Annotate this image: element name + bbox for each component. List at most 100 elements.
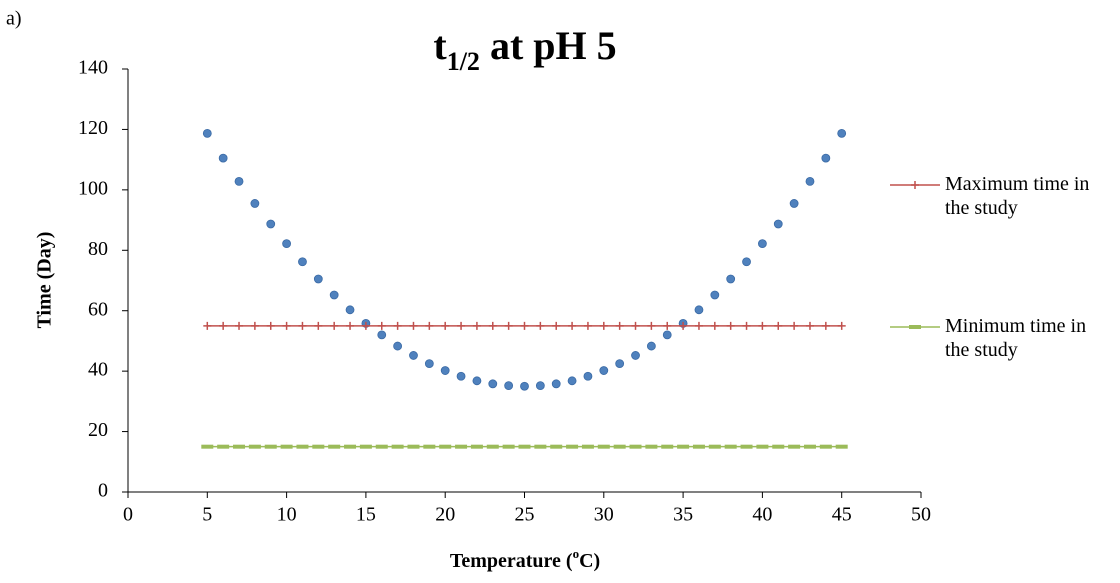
y-tick-label: 20 [88,419,108,441]
data-point [599,366,609,375]
data-point [488,321,497,330]
data-point [837,128,847,138]
x-tick-label: 45 [832,504,852,526]
data-point [805,321,814,330]
data-point [457,321,466,330]
data-point [773,219,783,229]
data-point [266,321,275,330]
data-point [774,321,783,330]
y-tick-label: 120 [78,117,108,139]
data-point [536,321,545,330]
data-point [790,321,799,330]
data-point [758,321,767,330]
data-point [250,199,260,208]
legend-label: Maximum time in the study [945,173,1090,219]
data-point [615,321,624,330]
x-label-superscript: o [573,546,580,561]
title-rest: at pH 5 [480,23,617,68]
data-point [710,321,719,330]
data-point [202,128,212,138]
title-subscript: 1/2 [447,47,480,76]
data-point [441,321,450,330]
data-point [821,153,831,163]
data-point [425,321,434,330]
y-tick-label: 100 [78,177,108,199]
x-label-main: Temperature ( [450,550,573,572]
data-point [218,153,228,163]
y-tick-label: 80 [88,238,108,260]
data-point [488,379,498,389]
legend-entry: Maximum time in the study [945,173,1090,219]
data-point [298,321,307,330]
data-point [837,321,846,330]
data-point [599,321,608,330]
data-point [250,321,259,330]
y-tick-label: 0 [98,480,108,502]
data-point [298,257,307,267]
title-main: t [433,23,447,68]
data-point [631,351,640,360]
chart-title: t1/2 at pH 5 [433,23,616,76]
data-point [313,274,323,284]
x-tick-label: 20 [435,504,455,526]
data-point [615,359,625,368]
x-tick-label: 0 [123,504,133,526]
data-point [266,219,276,229]
data-point [377,330,387,340]
data-point [520,381,529,391]
data-point [679,321,688,330]
x-tick-label: 10 [277,504,297,526]
data-point [282,321,291,330]
data-point [567,376,577,386]
data-point [758,239,767,249]
x-tick-label: 50 [911,504,931,526]
data-point [631,321,640,330]
data-point [742,321,751,330]
data-point [646,341,656,351]
x-tick-label: 25 [515,504,535,526]
x-tick-label: 5 [202,504,212,526]
data-point [345,305,355,315]
data-point [346,321,355,330]
data-point [535,381,545,391]
data-point [568,321,577,330]
x-tick-label: 35 [673,504,693,526]
data-point [377,321,386,330]
data-point [393,341,403,351]
data-point [821,321,830,330]
data-point [552,321,561,330]
y-tick-label: 60 [88,298,108,320]
data-point [805,176,815,186]
data-point [330,321,339,330]
data-point [472,321,481,330]
data-point [710,290,720,300]
data-point [440,366,450,375]
data-point [694,305,704,315]
data-point [726,321,735,330]
data-point [726,274,736,284]
y-tick-label: 140 [78,57,108,79]
legend-marker [911,181,919,189]
y-tick-label: 40 [88,359,108,381]
data-point [203,321,212,330]
data-point [329,290,339,300]
data-point [472,376,482,386]
data-point [663,321,672,330]
y-axis-title: Time (Day) [34,232,56,329]
data-point [314,321,323,330]
x-label-rest: C) [579,550,600,572]
data-point [456,371,466,381]
data-point [551,379,561,389]
legend-entry: Minimum time in the study [945,315,1087,361]
panel-label: a) [6,8,22,30]
data-point [504,381,514,391]
data-point [361,321,370,330]
legend-label: Minimum time in the study [945,315,1087,361]
x-tick-label: 30 [594,504,614,526]
data-point [424,359,434,368]
data-point [234,176,244,186]
x-axis-title: Temperature (oC) [450,546,600,572]
data-point [520,321,529,330]
data-point [647,321,656,330]
